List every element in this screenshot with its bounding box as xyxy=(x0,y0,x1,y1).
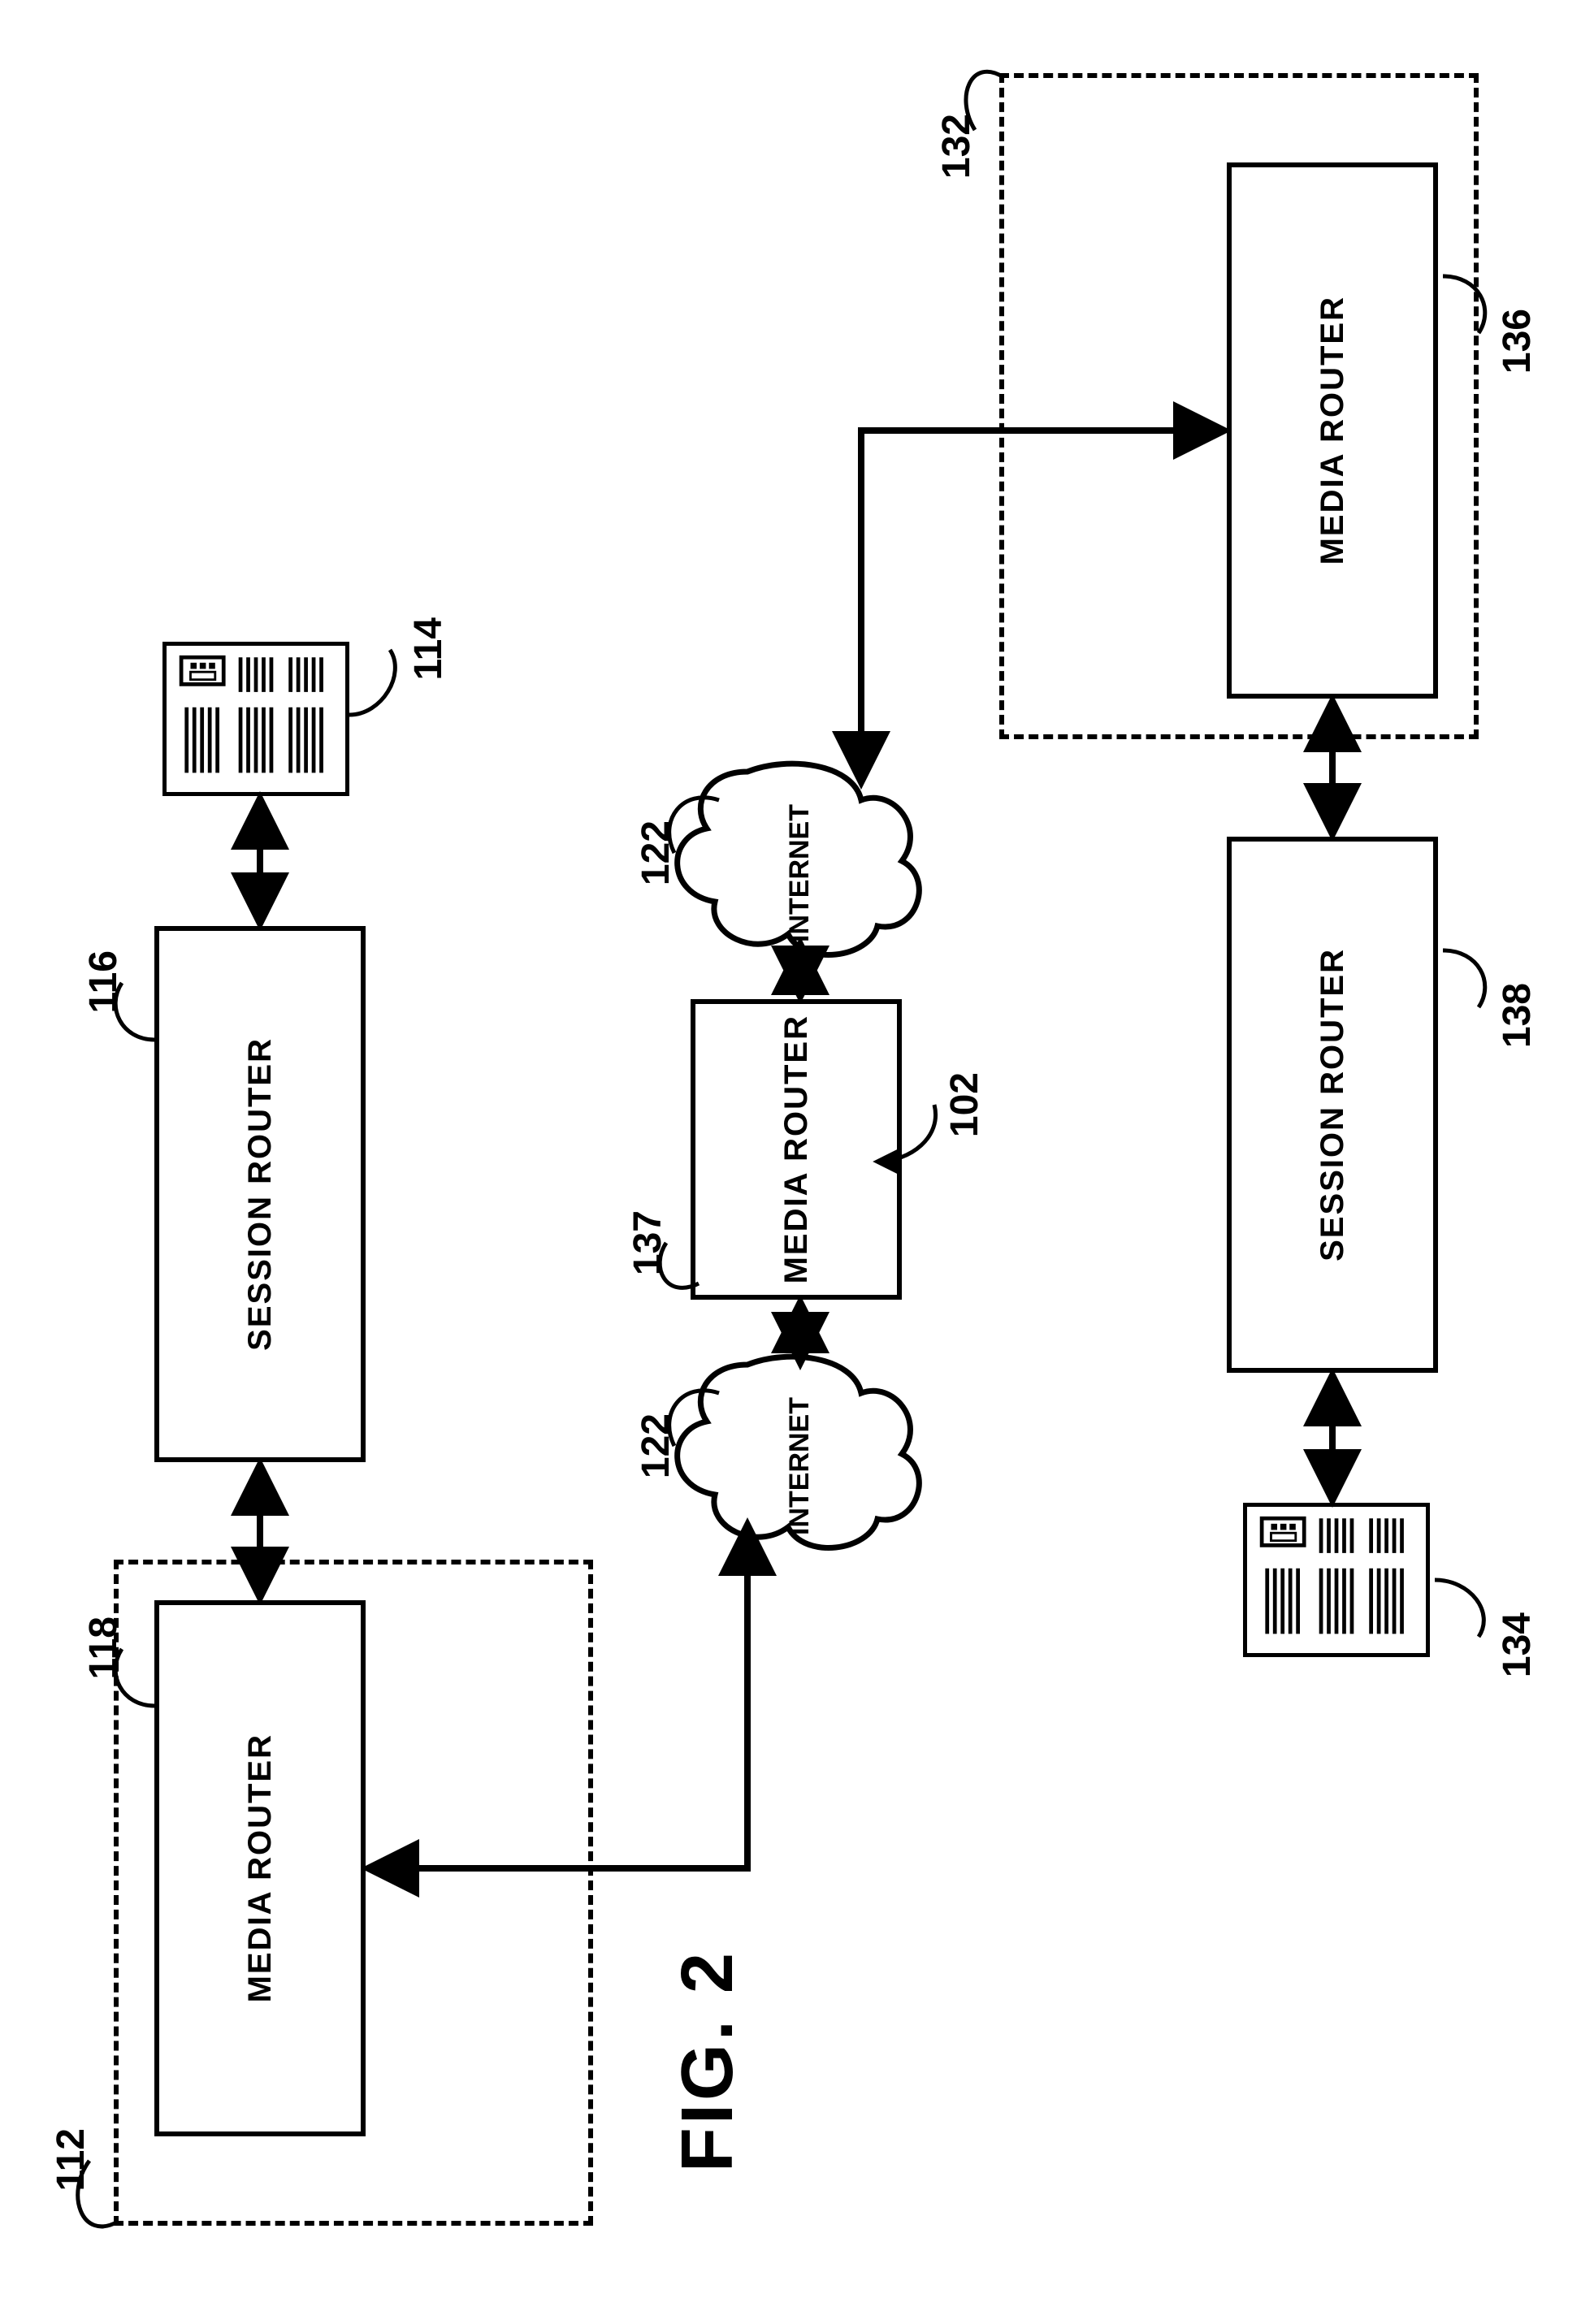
ref-137: 137 xyxy=(626,1210,670,1275)
session-router-right: SESSION ROUTER xyxy=(1227,837,1438,1373)
session-router-left: SESSION ROUTER xyxy=(154,926,366,1462)
ref-122-bottom: 122 xyxy=(634,1413,678,1478)
ref-136: 136 xyxy=(1495,309,1540,374)
ref-132: 132 xyxy=(934,114,979,179)
diagram-canvas: MEDIA ROUTER SESSION ROUTER xyxy=(0,0,1594,2324)
internet-bottom-text: INTERNET xyxy=(784,1397,816,1535)
ref-122-top: 122 xyxy=(634,820,678,885)
media-router-middle-label: MEDIA ROUTER xyxy=(778,1015,815,1283)
media-router-right-label: MEDIA ROUTER xyxy=(1315,296,1351,565)
ref-138: 138 xyxy=(1495,983,1540,1048)
session-router-left-label: SESSION ROUTER xyxy=(242,1037,279,1351)
ref-112: 112 xyxy=(49,2128,93,2191)
media-router-left-label: MEDIA ROUTER xyxy=(242,1733,279,2002)
ref-102: 102 xyxy=(942,1072,987,1137)
internet-top-text: INTERNET xyxy=(784,804,816,942)
ref-118: 118 xyxy=(81,1616,126,1679)
server-icon-right xyxy=(1243,1503,1430,1657)
ref-116: 116 xyxy=(81,950,126,1013)
server-icon-left xyxy=(162,642,349,796)
session-router-right-label: SESSION ROUTER xyxy=(1315,948,1351,1262)
figure-label: FIG. 2 xyxy=(666,1950,750,2172)
ref-134: 134 xyxy=(1495,1612,1540,1677)
media-router-right: MEDIA ROUTER xyxy=(1227,162,1438,699)
media-router-middle: MEDIA ROUTER xyxy=(691,999,902,1300)
ref-114: 114 xyxy=(406,617,451,680)
media-router-left: MEDIA ROUTER xyxy=(154,1600,366,2136)
